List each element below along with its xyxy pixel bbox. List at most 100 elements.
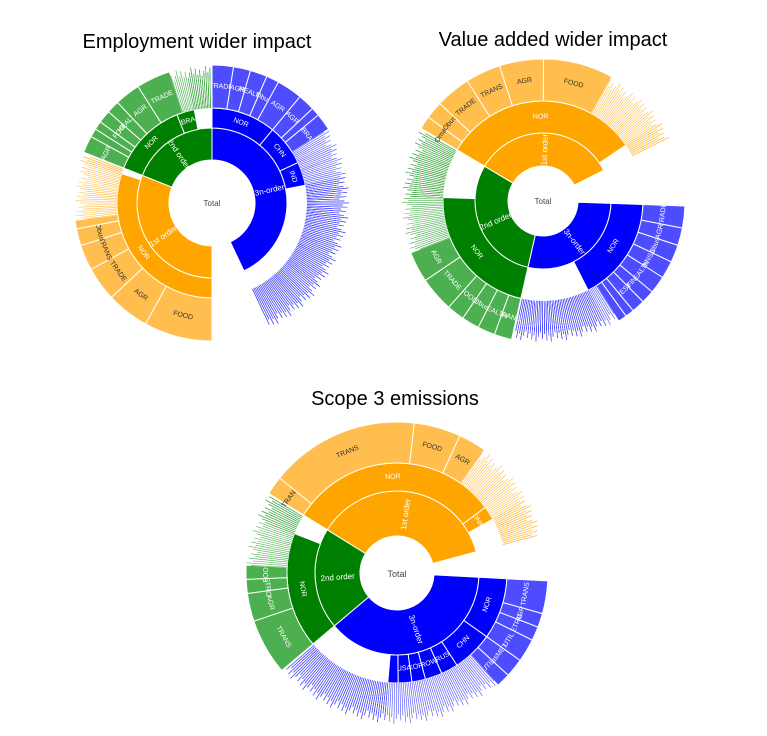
region-slice-label: NOR [482, 596, 494, 613]
minor-slice [306, 207, 341, 210]
minor-slice [404, 209, 444, 214]
minor-slice [302, 232, 338, 245]
minor-slice [593, 82, 614, 116]
minor-slice [375, 681, 382, 716]
minor-slice [250, 553, 288, 559]
minor-slice [399, 682, 402, 721]
minor-slice [79, 170, 120, 182]
center-label-scope3: Total [387, 569, 406, 579]
minor-slice [590, 288, 611, 326]
minor-slice [594, 286, 616, 320]
minor-slice [554, 300, 560, 334]
minor-slice [431, 677, 444, 712]
minor-slice [80, 160, 122, 174]
minor-slice [291, 254, 325, 278]
minor-slice [597, 83, 621, 118]
minor-slice [303, 226, 344, 237]
minor-slice [565, 298, 574, 331]
minor-slice [425, 133, 457, 152]
minor-slice [478, 474, 507, 500]
minor-slice [568, 297, 579, 332]
sector-slice [137, 71, 184, 124]
minor-slice [305, 177, 346, 186]
minor-slice [306, 210, 340, 214]
minor-slice [433, 676, 445, 707]
minor-slice [596, 86, 617, 117]
minor-slice [409, 174, 445, 183]
minor-slice [306, 196, 346, 199]
minor-slice [460, 662, 482, 691]
minor-slice [574, 295, 588, 332]
minor-slice [258, 285, 279, 319]
minor-slice [285, 262, 314, 285]
chart-title-scope3: Scope 3 emissions [311, 388, 479, 410]
minor-slice [83, 194, 118, 198]
minor-slice [360, 679, 372, 720]
minor-slice [266, 280, 292, 316]
minor-slice [265, 281, 287, 312]
center-hole [169, 160, 255, 246]
minor-slice [499, 520, 538, 535]
minor-slice [306, 204, 343, 206]
minor-slice [299, 239, 336, 255]
minor-slice [402, 186, 444, 192]
minor-slice [259, 529, 293, 541]
minor-slice [619, 112, 648, 137]
minor-slice [421, 680, 430, 711]
minor-slice [467, 458, 493, 489]
minor-slice [256, 286, 274, 320]
minor-slice [312, 663, 335, 696]
minor-slice [265, 499, 302, 520]
minor-slice [301, 157, 337, 172]
minor-slice [500, 524, 533, 537]
minor-slice [290, 256, 319, 276]
minor-slice [583, 292, 598, 322]
minor-slice [406, 203, 444, 206]
minor-slice [495, 510, 527, 526]
minor-slice [294, 249, 323, 267]
minor-slice [278, 269, 305, 296]
minor-slice [304, 176, 341, 185]
minor-slice [605, 95, 629, 124]
minor-slice [262, 283, 282, 313]
minor-slice [411, 191, 444, 195]
minor-slice [591, 287, 611, 320]
minor-slice [306, 186, 344, 192]
minor-slice [483, 483, 510, 505]
minor-slice [496, 510, 532, 527]
minor-slice [620, 110, 653, 138]
center-hole [360, 536, 434, 610]
minor-slice [372, 681, 380, 720]
minor-slice [488, 491, 518, 512]
minor-slice [295, 140, 326, 158]
region-slice-label: NOR [232, 117, 249, 129]
minor-slice [268, 511, 298, 526]
minor-slice [632, 136, 670, 157]
minor-slice [286, 260, 320, 287]
minor-slice [545, 300, 548, 341]
minor-slice [306, 200, 345, 202]
minor-slice [356, 678, 367, 710]
minor-slice [559, 299, 568, 340]
minor-slice [409, 185, 444, 190]
sunburst-value-added: Value added wider impact 3n-order NORTRAD… [402, 29, 686, 342]
minor-slice [474, 471, 500, 496]
minor-slice [199, 69, 204, 109]
minor-slice [269, 277, 295, 310]
minor-slice [571, 296, 583, 332]
minor-slice [564, 298, 573, 336]
minor-slice [299, 153, 332, 167]
minor-slice [305, 219, 344, 227]
minor-slice [577, 294, 593, 332]
minor-slice [252, 529, 292, 543]
minor-slice [302, 230, 334, 241]
minor-slice [481, 477, 514, 504]
minor-slice [515, 298, 523, 331]
region-slice-label: IND [288, 170, 298, 184]
minor-slice [292, 253, 323, 274]
minor-slice [553, 300, 558, 338]
minor-slice [423, 679, 434, 717]
minor-slice [615, 109, 642, 134]
minor-slice [304, 172, 346, 183]
